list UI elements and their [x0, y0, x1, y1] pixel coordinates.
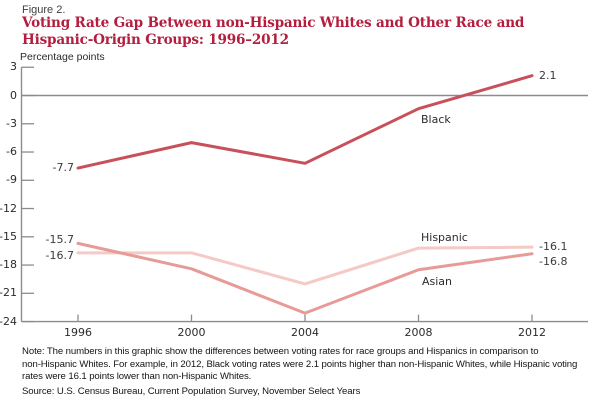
value-label: -16.1: [539, 240, 568, 254]
value-label: -16.7: [45, 248, 74, 262]
series-line-hispanic: [76, 245, 534, 286]
y-tick-label: -3: [6, 116, 17, 130]
series-line-black: [76, 74, 534, 170]
y-tick-label: -18: [0, 258, 17, 272]
y-tick-label: -6: [6, 145, 17, 159]
figure-title-line2: Hispanic-Origin Groups: 1996–2012: [22, 31, 289, 48]
note-line: Note: The numbers in this graphic show t…: [22, 346, 539, 357]
y-tick-label: -15: [0, 229, 17, 243]
y-tick-label: 3: [10, 60, 17, 74]
note-line: rates were 16.1 points lower than non-Hi…: [22, 371, 252, 383]
note-line: non-Hispanic Whites. For example, in 201…: [22, 358, 578, 370]
value-label: -16.8: [539, 254, 568, 268]
value-label: 2.1: [539, 68, 557, 82]
figure-title: Voting Rate Gap Between non-Hispanic Whi…: [22, 15, 582, 48]
chart-source: Source: U.S. Census Bureau, Current Popu…: [22, 386, 361, 397]
series-name-label-asian: Asian: [422, 275, 453, 288]
y-tick-label: -24: [0, 314, 17, 328]
y-tick-label: -12: [0, 201, 17, 215]
y-tick-label: -21: [0, 286, 17, 300]
y-tick-label: 0: [10, 88, 17, 102]
value-label: -7.7: [52, 161, 74, 175]
series-name-label-hispanic: Hispanic: [421, 231, 468, 244]
chart-note: Note: The numbers in this graphic show t…: [22, 346, 600, 384]
figure-title-line1: Voting Rate Gap Between non-Hispanic Whi…: [22, 15, 525, 31]
y-axis-caption: Percentage points: [20, 51, 105, 63]
figure-number-label: Figure 2.: [22, 4, 66, 16]
series-name-label-black: Black: [421, 113, 451, 126]
x-tick-label: 2004: [291, 325, 319, 339]
value-label: -15.7: [45, 233, 74, 247]
x-tick-label: 2000: [177, 325, 206, 339]
y-tick-label: -9: [6, 173, 17, 187]
series-line-asian: [76, 241, 534, 315]
x-tick-label: 2008: [404, 325, 433, 339]
x-tick-label: 2012: [518, 325, 546, 339]
x-tick-label: 1996: [64, 325, 92, 339]
